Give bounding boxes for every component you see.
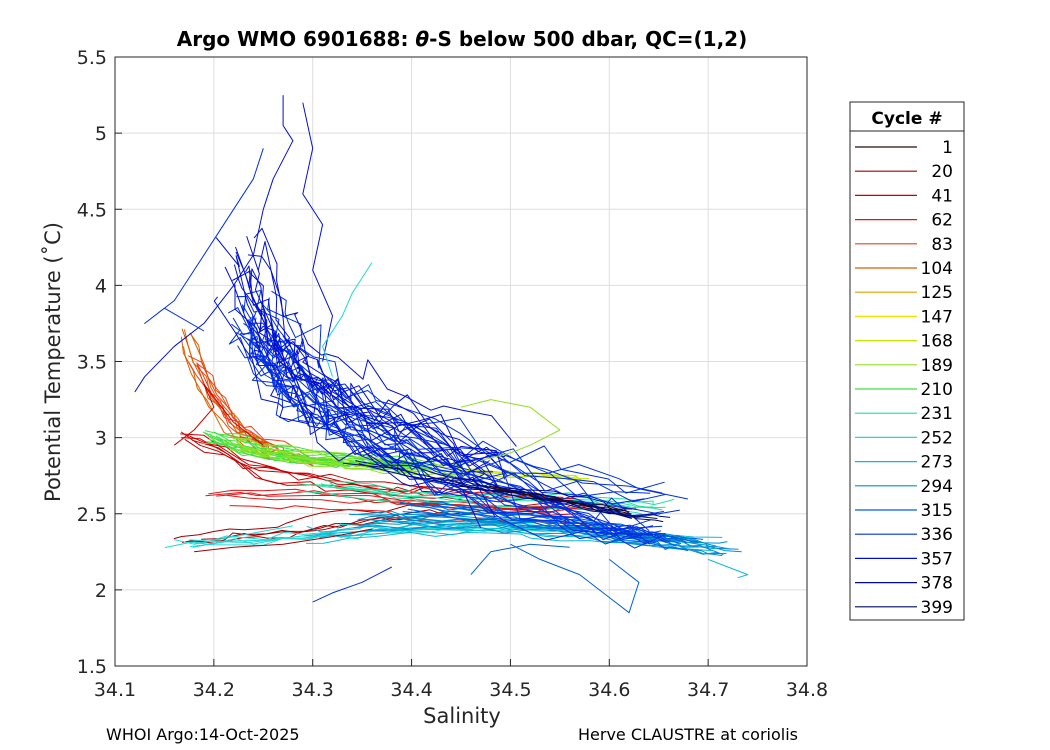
profile-curve	[371, 514, 739, 550]
profile-curve	[251, 310, 664, 518]
profile-curve	[173, 503, 451, 540]
y-tick-label: 2.5	[77, 504, 107, 526]
profile-curve	[257, 241, 506, 480]
legend-label: 252	[921, 428, 953, 448]
profile-curve	[180, 433, 575, 500]
profile-trace	[312, 566, 393, 603]
legend-label: 20	[931, 162, 953, 182]
legend-label: 83	[931, 235, 953, 255]
legend-label: 336	[921, 525, 953, 545]
y-tick-label: 5.5	[77, 47, 107, 69]
legend-title: Cycle #	[871, 109, 942, 129]
profile-curve	[402, 511, 689, 552]
profile-curve	[458, 485, 664, 523]
profile-curve	[297, 490, 648, 517]
profile-curve	[363, 451, 637, 510]
profile-trace	[174, 525, 293, 545]
legend-label: 62	[931, 211, 953, 231]
profile-curve	[187, 355, 310, 458]
x-tick-label: 34.6	[588, 679, 630, 701]
legend: Cycle # 1 20 41 62 83 104 125 147 168 189 210 231 25…	[849, 101, 965, 621]
profile-curve	[234, 284, 496, 518]
x-axis-label: Salinity	[423, 704, 501, 728]
profile-curve	[232, 317, 654, 536]
legend-label: 210	[921, 380, 953, 400]
legend-label: 294	[921, 477, 953, 497]
legend-label: 273	[921, 453, 953, 473]
profile-curve	[271, 290, 689, 500]
legend-label: 357	[921, 549, 953, 569]
profile-curve	[237, 449, 465, 480]
y-tick-label: 3	[95, 428, 107, 450]
profile-trace	[144, 148, 264, 332]
profile-curve	[469, 482, 671, 518]
profile-curve	[247, 254, 509, 477]
y-tick-label: 3.5	[77, 352, 107, 374]
y-tick-label: 1.5	[77, 656, 107, 678]
legend-label: 168	[921, 332, 953, 352]
profile-curve	[257, 355, 665, 549]
profile-curve	[358, 518, 724, 556]
profile-curve	[192, 527, 588, 548]
profile-curve	[235, 251, 503, 463]
legend-label: 231	[921, 404, 953, 424]
profile-curve	[224, 266, 485, 485]
profile-curve	[342, 462, 617, 515]
legend-label: 125	[921, 283, 953, 303]
profile-trace	[707, 558, 749, 579]
x-tick-label: 34.2	[193, 679, 235, 701]
profile-curve	[181, 437, 568, 507]
y-tick-label: 5	[95, 123, 107, 145]
footer-left: WHOI Argo:14-Oct-2025	[106, 725, 300, 744]
axis-ticks: 34.1 34.2 34.3 34.4 34.5 34.6 34.7 34.81.522.53…	[77, 47, 828, 701]
profile-trace	[134, 95, 294, 393]
x-tick-label: 34.7	[687, 679, 729, 701]
profile-curve	[407, 508, 670, 550]
footer-right: Herve CLAUSTRE at coriolis	[578, 725, 798, 744]
profile-trace	[510, 543, 640, 614]
profile-trace	[470, 543, 570, 575]
legend-label: 41	[931, 186, 953, 206]
x-tick-label: 34.8	[786, 679, 828, 701]
x-tick-label: 34.1	[94, 679, 136, 701]
legend-label: 315	[921, 501, 953, 521]
chart-title: Argo WMO 6901688: θ-S below 500 dbar, QC…	[177, 27, 747, 51]
profile-trace	[460, 399, 561, 461]
y-tick-label: 4	[95, 275, 107, 297]
profile-curve	[164, 524, 565, 548]
x-tick-label: 34.4	[390, 679, 432, 701]
profile-curve	[232, 270, 494, 473]
profile-curve	[253, 227, 517, 447]
profile-trace	[302, 102, 333, 362]
profile-curve	[489, 485, 630, 513]
profile-curve	[267, 297, 665, 494]
profile-curve	[236, 441, 463, 477]
profile-curve	[270, 316, 680, 519]
legend-label: 399	[921, 598, 953, 618]
profile-curve	[358, 520, 719, 555]
y-tick-label: 4.5	[77, 199, 107, 221]
profile-curve	[324, 480, 675, 506]
legend-label: 1	[942, 138, 953, 158]
profile-curve	[245, 265, 502, 493]
y-tick-label: 2	[95, 580, 107, 602]
profile-curve	[180, 336, 269, 456]
profile-curve	[237, 345, 647, 545]
y-axis-label: Potential Temperature (˚C)	[41, 222, 65, 502]
profile-trace	[194, 528, 373, 553]
x-tick-label: 34.5	[489, 679, 531, 701]
legend-label: 189	[921, 356, 953, 376]
profile-trace	[322, 262, 373, 377]
legend-label: 104	[921, 259, 953, 279]
profile-curve	[183, 329, 274, 446]
data-series	[134, 95, 749, 614]
legend-label: 378	[921, 574, 953, 594]
profile-trace	[173, 383, 264, 446]
profile-curve	[235, 246, 499, 456]
x-tick-label: 34.3	[292, 679, 334, 701]
profile-curve	[260, 339, 666, 536]
profile-curve	[213, 296, 482, 529]
legend-label: 147	[921, 307, 953, 327]
